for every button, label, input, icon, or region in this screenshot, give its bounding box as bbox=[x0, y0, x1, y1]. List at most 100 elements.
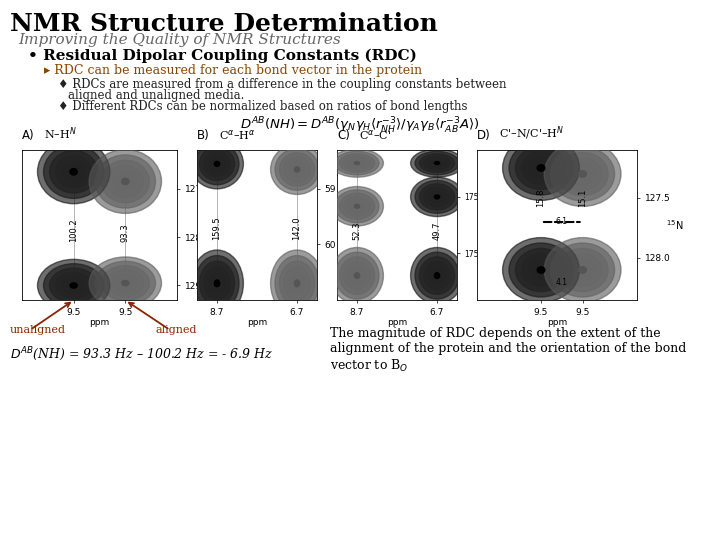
Ellipse shape bbox=[288, 161, 306, 178]
Ellipse shape bbox=[70, 168, 77, 175]
Ellipse shape bbox=[339, 257, 374, 294]
Y-axis label: $^{13}$C': $^{13}$C' bbox=[490, 218, 510, 232]
Ellipse shape bbox=[89, 150, 161, 213]
Ellipse shape bbox=[195, 143, 239, 185]
Ellipse shape bbox=[330, 149, 383, 177]
Ellipse shape bbox=[62, 277, 86, 294]
Ellipse shape bbox=[275, 255, 319, 311]
Ellipse shape bbox=[284, 267, 310, 300]
Ellipse shape bbox=[544, 141, 621, 206]
Text: • Residual Dipolar Coupling Constants (RDC): • Residual Dipolar Coupling Constants (R… bbox=[28, 49, 417, 63]
Ellipse shape bbox=[284, 157, 310, 182]
Ellipse shape bbox=[113, 274, 138, 292]
Text: C): C) bbox=[337, 129, 350, 142]
Text: 6.1: 6.1 bbox=[556, 217, 568, 226]
Text: 49.7: 49.7 bbox=[433, 221, 441, 240]
Ellipse shape bbox=[199, 261, 235, 306]
Ellipse shape bbox=[204, 151, 230, 177]
Text: 93.3: 93.3 bbox=[121, 223, 130, 241]
Ellipse shape bbox=[424, 261, 450, 289]
Ellipse shape bbox=[509, 141, 573, 195]
Ellipse shape bbox=[354, 273, 359, 279]
Text: aligned and unaligned media.: aligned and unaligned media. bbox=[68, 89, 244, 102]
Ellipse shape bbox=[522, 254, 560, 286]
Ellipse shape bbox=[208, 272, 226, 294]
Ellipse shape bbox=[410, 247, 464, 303]
Ellipse shape bbox=[102, 266, 150, 300]
Ellipse shape bbox=[288, 272, 306, 294]
Ellipse shape bbox=[528, 157, 554, 179]
Ellipse shape bbox=[348, 200, 366, 213]
Ellipse shape bbox=[43, 264, 104, 307]
X-axis label: ppm: ppm bbox=[89, 318, 109, 327]
Ellipse shape bbox=[428, 266, 446, 285]
Text: 15.1: 15.1 bbox=[578, 189, 587, 207]
Ellipse shape bbox=[348, 266, 366, 285]
Ellipse shape bbox=[522, 152, 560, 184]
Ellipse shape bbox=[113, 171, 138, 192]
Ellipse shape bbox=[579, 171, 587, 177]
Ellipse shape bbox=[70, 283, 77, 288]
Ellipse shape bbox=[107, 270, 143, 296]
Text: ♦ RDCs are measured from a difference in the coupling constants between: ♦ RDCs are measured from a difference in… bbox=[58, 78, 506, 91]
Ellipse shape bbox=[419, 184, 454, 210]
Ellipse shape bbox=[424, 187, 450, 207]
Ellipse shape bbox=[570, 163, 595, 185]
Ellipse shape bbox=[330, 186, 383, 226]
Text: N–H$^{N}$: N–H$^{N}$ bbox=[44, 125, 77, 142]
Ellipse shape bbox=[208, 156, 226, 172]
Text: ♦ Different RDCs can be normalized based on ratios of bond lengths: ♦ Different RDCs can be normalized based… bbox=[58, 100, 467, 113]
Ellipse shape bbox=[419, 154, 454, 172]
Ellipse shape bbox=[424, 156, 450, 170]
Ellipse shape bbox=[503, 136, 580, 200]
Ellipse shape bbox=[551, 243, 615, 297]
Ellipse shape bbox=[271, 250, 323, 316]
Ellipse shape bbox=[354, 161, 359, 165]
Ellipse shape bbox=[434, 195, 440, 199]
Ellipse shape bbox=[410, 149, 464, 177]
Ellipse shape bbox=[55, 272, 91, 299]
Ellipse shape bbox=[335, 151, 379, 175]
Ellipse shape bbox=[62, 161, 86, 183]
Ellipse shape bbox=[199, 147, 235, 180]
Ellipse shape bbox=[195, 255, 239, 311]
Ellipse shape bbox=[37, 259, 110, 312]
Text: B): B) bbox=[197, 129, 210, 142]
Ellipse shape bbox=[95, 155, 156, 208]
Ellipse shape bbox=[551, 147, 615, 201]
Ellipse shape bbox=[410, 177, 464, 217]
Text: C'–N/C'–H$^{N}$: C'–N/C'–H$^{N}$ bbox=[499, 124, 564, 142]
Ellipse shape bbox=[339, 154, 374, 172]
Ellipse shape bbox=[294, 280, 300, 287]
Ellipse shape bbox=[215, 280, 220, 287]
Ellipse shape bbox=[343, 156, 370, 170]
Text: Improving the Quality of NMR Structures: Improving the Quality of NMR Structures bbox=[18, 33, 341, 47]
Ellipse shape bbox=[339, 193, 374, 219]
Ellipse shape bbox=[330, 247, 383, 303]
Ellipse shape bbox=[544, 238, 621, 302]
Text: 15.8: 15.8 bbox=[536, 189, 546, 207]
Ellipse shape bbox=[537, 267, 545, 273]
Ellipse shape bbox=[215, 161, 220, 166]
Ellipse shape bbox=[294, 167, 300, 172]
Ellipse shape bbox=[537, 165, 545, 171]
Text: C$^{\alpha}$–H$^{\alpha}$: C$^{\alpha}$–H$^{\alpha}$ bbox=[219, 128, 256, 142]
Ellipse shape bbox=[279, 153, 315, 186]
Ellipse shape bbox=[271, 144, 323, 194]
Ellipse shape bbox=[415, 151, 459, 175]
Ellipse shape bbox=[102, 160, 150, 202]
Ellipse shape bbox=[516, 248, 567, 292]
Ellipse shape bbox=[354, 204, 359, 208]
Ellipse shape bbox=[415, 252, 459, 299]
Ellipse shape bbox=[516, 146, 567, 190]
Text: 142.0: 142.0 bbox=[292, 216, 302, 240]
Ellipse shape bbox=[335, 252, 379, 299]
Ellipse shape bbox=[50, 268, 98, 303]
Text: 4.1: 4.1 bbox=[556, 278, 568, 287]
Text: $D^{AB}$(NH) = 93.3 Hz – 100.2 Hz = - 6.9 Hz: $D^{AB}$(NH) = 93.3 Hz – 100.2 Hz = - 6.… bbox=[10, 345, 273, 363]
Text: D): D) bbox=[477, 129, 491, 142]
Ellipse shape bbox=[557, 248, 608, 292]
Text: NMR Structure Determination: NMR Structure Determination bbox=[10, 12, 438, 36]
Text: unaligned: unaligned bbox=[10, 325, 66, 335]
Text: 52.3: 52.3 bbox=[353, 221, 361, 240]
